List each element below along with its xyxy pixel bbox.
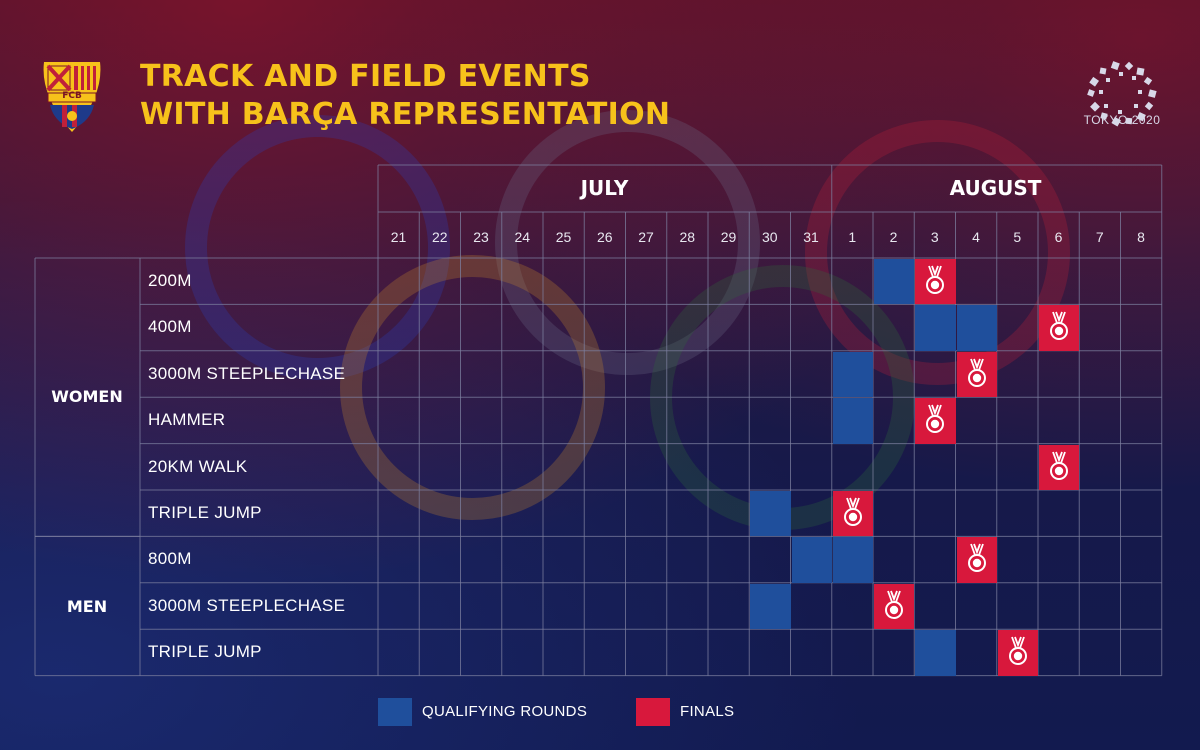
group-label-women: WOMEN (51, 387, 123, 406)
event-label: TRIPLE JUMP (148, 642, 262, 662)
day-label-13: 3 (930, 229, 939, 245)
group-label-men: MEN (66, 597, 108, 616)
medal-icon (841, 497, 865, 527)
event-label: TRIPLE JUMP (148, 503, 262, 522)
finals-cell (956, 537, 997, 583)
tokyo-2020-emblem-icon (1087, 61, 1157, 127)
event-label: 3000M STEEPLECHASE (148, 595, 346, 615)
day-label-6: 27 (638, 229, 654, 245)
day-label-3: 24 (514, 229, 531, 245)
day-label-5: 26 (596, 229, 613, 245)
day-label-8: 29 (720, 229, 737, 245)
finals-cell (1039, 444, 1080, 490)
qualifying-cell (832, 537, 873, 583)
event-label: 400M (148, 317, 192, 337)
day-label-15: 5 (1013, 229, 1022, 245)
crest-text: FCB (62, 91, 82, 101)
qualifying-cell (832, 398, 873, 444)
event-label: 3000M STEEPLECHASE (148, 363, 346, 383)
finals-cell (956, 351, 997, 398)
finals-cell (915, 259, 956, 305)
medal-icon (923, 265, 947, 295)
title-line-2: WITH BARÇA REPRESENTATION (140, 97, 671, 132)
day-label-1: 22 (431, 229, 448, 245)
legend-label-finals: FINALS (680, 703, 735, 720)
event-label: 20KM WALK (148, 456, 248, 476)
day-label-2: 23 (473, 229, 489, 245)
month-august: AUGUST (949, 176, 1042, 200)
qualifying-cell (915, 630, 956, 676)
fcb-crest-icon (43, 62, 101, 132)
day-label-16: 6 (1054, 229, 1063, 245)
finals-cell (874, 583, 915, 630)
qualifying-cell (791, 537, 832, 583)
qualifying-cell (956, 305, 997, 351)
legend-swatch-finals (636, 698, 670, 726)
medal-icon (882, 590, 906, 620)
medal-icon (965, 358, 989, 388)
qualifying-cell (750, 583, 791, 630)
day-label-18: 8 (1137, 229, 1145, 245)
day-label-4: 25 (555, 229, 572, 245)
day-label-9: 30 (761, 229, 778, 245)
day-label-11: 1 (848, 229, 857, 245)
day-label-12: 2 (889, 229, 898, 245)
finals-cell (997, 630, 1038, 676)
day-label-14: 4 (972, 229, 980, 245)
day-label-7: 28 (679, 229, 696, 245)
tokyo-2020-label: TOKYO 2020 (1083, 113, 1161, 127)
day-label-17: 7 (1095, 229, 1104, 245)
finals-cell (1039, 305, 1080, 351)
medal-icon (923, 404, 947, 434)
medal-icon (1006, 636, 1030, 666)
finals-cell (832, 491, 873, 537)
event-label: 200M (148, 271, 192, 290)
event-label: 800M (148, 549, 192, 569)
day-label-0: 21 (390, 229, 407, 245)
finals-cell (915, 398, 956, 444)
medal-icon (965, 543, 989, 573)
title-line-1: TRACK AND FIELD EVENTS (140, 59, 591, 94)
qualifying-cell (832, 351, 873, 398)
legend-swatch-qualifying (378, 698, 412, 726)
qualifying-cell (750, 491, 791, 537)
page-title: TRACK AND FIELD EVENTS WITH BARÇA REPRES… (140, 58, 670, 134)
month-july: JULY (580, 176, 629, 200)
event-label: HAMMER (148, 410, 226, 430)
medal-icon (1047, 311, 1071, 341)
qualifying-cell (915, 305, 956, 351)
day-label-10: 31 (803, 229, 819, 245)
legend-label-qualifying: QUALIFYING ROUNDS (422, 703, 588, 720)
medal-icon (1047, 451, 1071, 481)
qualifying-cell (874, 259, 915, 305)
